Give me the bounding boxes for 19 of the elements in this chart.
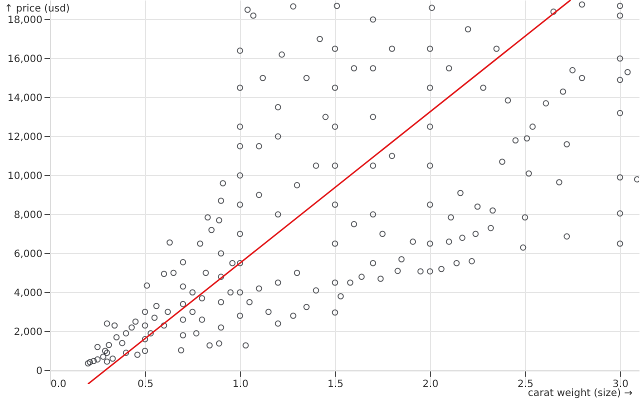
y-axis-title: ↑ price (usd) bbox=[4, 4, 70, 14]
x-tick-label: 3.0 bbox=[612, 378, 628, 390]
x-tick-label: 1.5 bbox=[328, 378, 344, 390]
y-tick-label: 14,000 bbox=[8, 92, 42, 104]
x-tick-label: 0.0 bbox=[50, 378, 66, 390]
x-axis-title: carat weight (size) → bbox=[528, 388, 632, 399]
y-tick-label: 4,000 bbox=[14, 288, 42, 299]
y-tick-label: 10,000 bbox=[8, 170, 42, 182]
y-tick-label: 0 bbox=[36, 366, 42, 377]
y-tick-label: 18,000 bbox=[8, 14, 42, 26]
x-tick-label: 2.0 bbox=[422, 378, 438, 390]
y-tick-label: 16,000 bbox=[8, 54, 42, 65]
y-tick-label: 8,000 bbox=[14, 210, 42, 221]
y-tick-label: 6,000 bbox=[14, 248, 42, 260]
x-tick-label: 1.0 bbox=[232, 378, 248, 390]
y-tick-label: 12,000 bbox=[8, 132, 42, 143]
y-tick-label: 2,000 bbox=[14, 326, 42, 338]
x-tick-label: 0.5 bbox=[138, 378, 154, 390]
x-tick-label: 2.5 bbox=[518, 378, 534, 390]
